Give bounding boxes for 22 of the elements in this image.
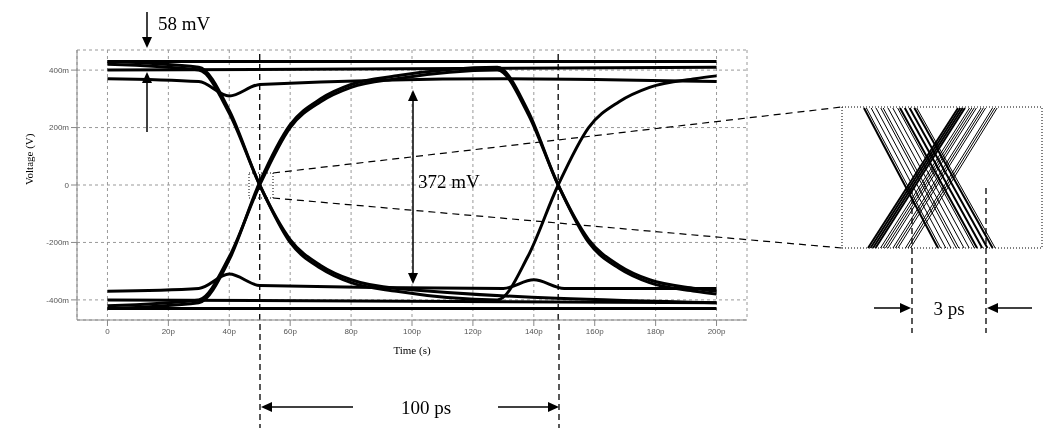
text: 100 ps bbox=[400, 397, 452, 418]
text: 58 mV bbox=[158, 13, 211, 34]
y-tick-label: -200m bbox=[46, 238, 70, 248]
x-tick-label: 160p bbox=[585, 326, 605, 336]
x-tick-label: 0 bbox=[105, 326, 111, 336]
y-axis-title: Voltage (V) bbox=[22, 133, 36, 185]
x-tick-label: 20p bbox=[161, 326, 176, 336]
y-tick-label: 200m bbox=[48, 123, 70, 133]
x-axis-title: Time (s) bbox=[393, 344, 431, 357]
y-tick-label: 400m bbox=[48, 65, 70, 75]
y-tick-label: -400m bbox=[46, 295, 70, 305]
x-tick-label: 180p bbox=[646, 326, 666, 336]
x-tick-label: 40p bbox=[222, 326, 237, 336]
x-tick-label: 140p bbox=[524, 326, 544, 336]
y-tick-label: 0 bbox=[64, 180, 70, 190]
text: 3 ps bbox=[933, 298, 965, 319]
x-tick-label: 60p bbox=[283, 326, 298, 336]
x-tick-label: 120p bbox=[464, 326, 483, 336]
x-tick-label: 80p bbox=[344, 326, 359, 336]
x-tick-label: 200p bbox=[707, 326, 726, 336]
x-tick-label: 100p bbox=[403, 326, 422, 336]
annotation: 372 mV bbox=[418, 171, 481, 192]
